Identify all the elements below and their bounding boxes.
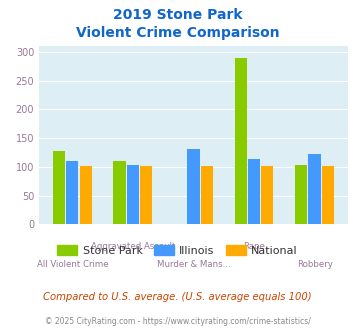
Bar xyxy=(187,148,200,224)
Text: Murder & Mans...: Murder & Mans... xyxy=(157,260,230,269)
Bar xyxy=(66,161,78,224)
Bar xyxy=(295,165,307,224)
Text: Robbery: Robbery xyxy=(297,260,333,269)
Text: All Violent Crime: All Violent Crime xyxy=(37,260,108,269)
Bar xyxy=(308,154,321,224)
Text: © 2025 CityRating.com - https://www.cityrating.com/crime-statistics/: © 2025 CityRating.com - https://www.city… xyxy=(45,317,310,326)
Bar xyxy=(201,166,213,224)
Text: Rape: Rape xyxy=(243,242,265,251)
Bar xyxy=(127,165,139,224)
Bar xyxy=(53,151,65,224)
Text: Aggravated Assault: Aggravated Assault xyxy=(91,242,175,251)
Bar xyxy=(140,166,152,224)
Bar xyxy=(80,166,92,224)
Legend: Stone Park, Illinois, National: Stone Park, Illinois, National xyxy=(53,241,302,260)
Text: 2019 Stone Park: 2019 Stone Park xyxy=(113,8,242,22)
Text: Compared to U.S. average. (U.S. average equals 100): Compared to U.S. average. (U.S. average … xyxy=(43,292,312,302)
Bar xyxy=(248,159,260,224)
Bar xyxy=(235,58,247,224)
Bar xyxy=(261,166,273,224)
Text: Violent Crime Comparison: Violent Crime Comparison xyxy=(76,26,279,40)
Bar xyxy=(114,161,126,224)
Bar xyxy=(322,166,334,224)
